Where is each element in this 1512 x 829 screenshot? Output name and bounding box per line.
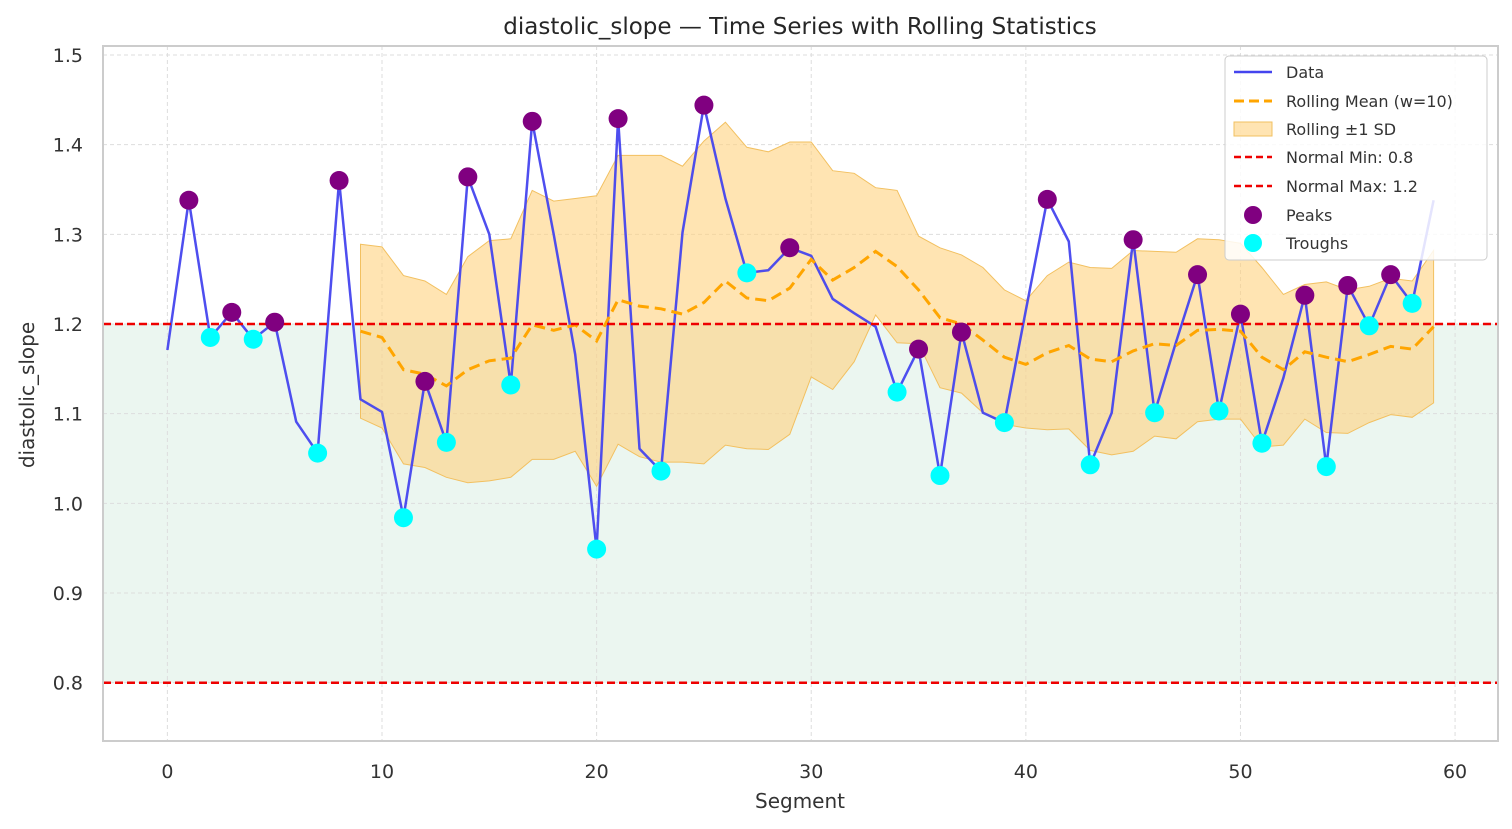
legend-frame	[1224, 55, 1488, 261]
peak-point	[951, 322, 971, 342]
x-tick-label: 50	[1228, 761, 1252, 783]
trough-point	[1252, 433, 1272, 453]
trough-point	[994, 413, 1014, 433]
legend-label-normal-max: Normal Max: 1.2	[1286, 177, 1418, 196]
legend-label-data: Data	[1286, 63, 1324, 82]
plot-area: 0 10 20 30 40 50 60 0.8 0.9 1.0 1.1 1.2 1.3 1.4 1.5	[53, 45, 1499, 783]
legend-swatch-band	[1233, 121, 1273, 137]
peak-point	[222, 302, 242, 322]
peak-point	[694, 95, 714, 115]
legend-label-peaks: Peaks	[1286, 206, 1332, 225]
trough-point	[436, 432, 456, 452]
plot-frame	[102, 45, 1499, 742]
peak-point	[329, 171, 349, 191]
x-tick-label: 40	[1014, 761, 1038, 783]
trough-point	[1145, 403, 1165, 423]
trough-point	[651, 461, 671, 481]
peak-point	[1230, 304, 1250, 324]
rolling-sd-band	[360, 121, 1435, 488]
peak-point	[1295, 285, 1315, 305]
peak-point	[1037, 189, 1057, 209]
legend-swatch-troughs	[1244, 234, 1262, 252]
legend-label-troughs: Troughs	[1285, 234, 1348, 253]
peak-point	[179, 190, 199, 210]
rolling-mean-line	[360, 249, 1435, 388]
x-tick-label: 0	[161, 761, 173, 783]
trough-point	[887, 382, 907, 402]
legend-label-rolling-mean: Rolling Mean (w=10)	[1286, 92, 1453, 111]
y-tick-label: 1.5	[53, 45, 83, 67]
legend: Data Rolling Mean (w=10) Rolling ±1 SD N…	[1224, 55, 1488, 261]
peak-point	[780, 238, 800, 258]
peak-point	[1381, 265, 1401, 285]
trough-point	[243, 329, 263, 349]
trough-point	[200, 327, 220, 347]
y-tick-label: 0.8	[53, 673, 83, 695]
trough-point	[393, 508, 413, 528]
y-tick-label: 0.9	[53, 583, 83, 605]
peak-point	[1188, 265, 1208, 285]
x-tick-label: 20	[585, 761, 609, 783]
y-tick-label: 1.1	[53, 404, 83, 426]
trough-point	[308, 443, 328, 463]
peak-point	[458, 167, 478, 187]
peak-point	[415, 371, 435, 391]
trough-point	[1402, 293, 1422, 313]
peak-point	[909, 339, 929, 359]
peak-point	[522, 111, 542, 131]
peak-point	[1123, 230, 1143, 250]
trough-point	[501, 375, 521, 395]
peak-point	[1338, 275, 1358, 295]
trough-point	[1316, 457, 1336, 477]
legend-swatch-peaks	[1244, 206, 1262, 224]
x-tick-label: 30	[799, 761, 823, 783]
trough-point	[930, 466, 950, 486]
y-axis-title: diastolic_slope	[15, 322, 39, 468]
y-tick-label: 1.2	[53, 314, 83, 336]
trough-point	[1359, 316, 1379, 336]
peak-point	[608, 109, 628, 129]
trough-point	[1209, 401, 1229, 421]
y-tick-label: 1.4	[53, 135, 83, 157]
trough-point	[587, 539, 607, 559]
y-tick-label: 1.3	[53, 224, 83, 246]
legend-label-normal-min: Normal Min: 0.8	[1286, 148, 1413, 167]
data-line	[166, 103, 1435, 551]
trough-point	[1080, 455, 1100, 475]
peak-point	[265, 312, 285, 332]
trough-point	[737, 263, 757, 283]
chart-title: diastolic_slope — Time Series with Rolli…	[503, 14, 1096, 40]
x-tick-label: 60	[1443, 761, 1467, 783]
legend-label-band: Rolling ±1 SD	[1286, 120, 1396, 139]
x-axis-title: Segment	[755, 789, 845, 813]
y-tick-label: 1.0	[53, 493, 83, 515]
x-tick-label: 10	[370, 761, 394, 783]
